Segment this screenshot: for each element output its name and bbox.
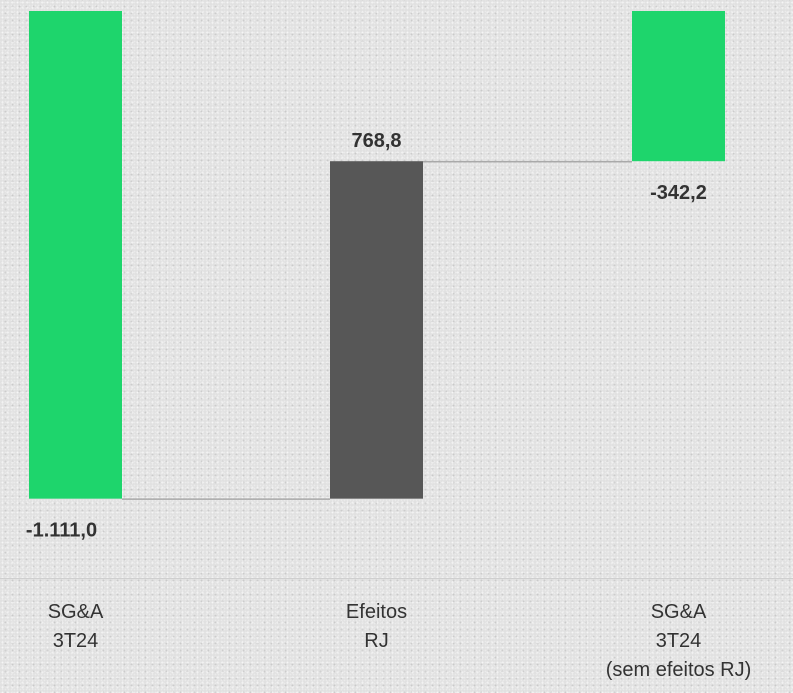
category-label-1-line-2: 3T24 <box>53 630 99 652</box>
value-label-2: 768,8 <box>351 130 401 152</box>
category-label-3-line-3: (sem efeitos RJ) <box>606 659 752 681</box>
value-label-1: -1.111,0 <box>26 520 97 542</box>
category-label-3-line-1: SG&A <box>651 601 707 623</box>
category-label-3-line-2: 3T24 <box>656 630 702 652</box>
bar-2 <box>330 161 423 499</box>
category-label-1-line-1: SG&A <box>48 601 104 623</box>
value-label-3: -342,2 <box>650 182 707 204</box>
category-label-2-line-2: RJ <box>364 630 388 652</box>
bar-3 <box>632 11 725 162</box>
bar-1 <box>29 11 122 499</box>
category-label-2-line-1: Efeitos <box>346 601 407 623</box>
